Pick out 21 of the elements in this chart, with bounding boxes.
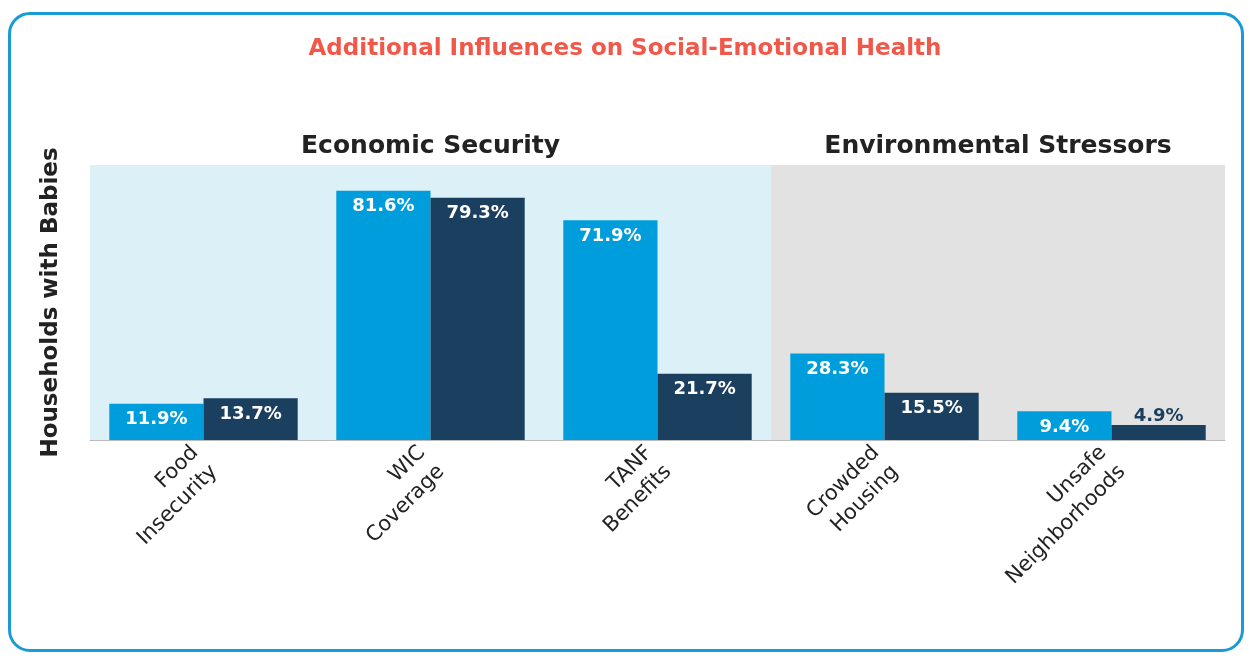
bar: [790, 353, 885, 440]
band-label: Economic Security: [301, 130, 560, 159]
bar: [563, 220, 658, 440]
data-label: 4.9%: [1133, 403, 1184, 425]
bar: [203, 398, 298, 440]
data-label: 71.9%: [579, 223, 642, 245]
chart-title: Additional Influences on Social-Emotional Health: [308, 33, 942, 60]
y-axis-title: Households with Babies: [35, 147, 62, 458]
bar: [1111, 425, 1206, 440]
data-label: 21.7%: [673, 377, 736, 399]
bar: [336, 190, 431, 440]
bar: [430, 197, 525, 440]
data-label: 13.7%: [219, 401, 282, 423]
data-label: 79.3%: [446, 201, 509, 223]
data-label: 15.5%: [900, 396, 963, 418]
data-label: 28.3%: [806, 357, 869, 379]
band-label: Environmental Stressors: [824, 130, 1172, 159]
data-label: 11.9%: [125, 407, 188, 429]
data-label: 81.6%: [352, 194, 415, 216]
bar: [657, 373, 752, 440]
data-label: 9.4%: [1039, 414, 1090, 436]
